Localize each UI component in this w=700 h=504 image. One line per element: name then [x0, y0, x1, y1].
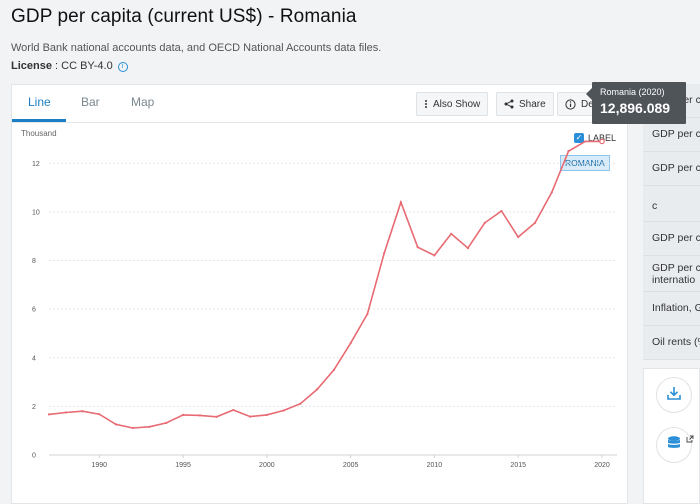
data-point	[433, 254, 436, 257]
external-link-icon	[686, 430, 694, 448]
data-point	[466, 247, 470, 250]
x-tick-label: 2000	[259, 462, 275, 469]
related-indicator-label: GDP per c	[652, 232, 700, 244]
tooltip-title: Romania (2020)	[600, 87, 665, 97]
data-point	[47, 413, 51, 416]
tooltip-value: 12,896.089	[600, 100, 671, 116]
tooltip-arrow	[586, 88, 592, 100]
data-point	[248, 415, 252, 418]
data-point	[265, 413, 268, 416]
data-point	[332, 368, 335, 372]
data-point	[215, 415, 218, 418]
data-point	[81, 410, 84, 413]
share-button[interactable]: Share	[496, 92, 554, 116]
data-point	[349, 342, 352, 345]
data-point	[114, 423, 118, 426]
y-tick-label: 0	[32, 453, 36, 460]
download-card	[643, 368, 700, 504]
related-indicator-label: Inflation, G	[652, 302, 700, 314]
tab-map[interactable]: Map	[131, 95, 155, 109]
data-point	[517, 235, 520, 239]
share-icon	[504, 99, 514, 109]
y-tick-label: 4	[32, 355, 36, 362]
y-tick-label: 10	[32, 209, 40, 216]
data-point	[416, 246, 419, 249]
related-indicator-4[interactable]: c	[643, 186, 700, 222]
related-indicator-label: GDP per c	[652, 162, 700, 174]
page-title: GDP per capita (current US$) - Romania	[11, 6, 357, 27]
line-chart[interactable]: 0 2 4 6 8 10 12 1990 1995 2000 2005 2010 2015 2020	[12, 85, 629, 504]
related-indicator-5[interactable]: GDP per c	[643, 222, 700, 256]
data-point	[316, 388, 319, 391]
data-point	[299, 402, 302, 405]
data-point	[550, 191, 553, 194]
data-point	[165, 421, 168, 425]
database-icon	[666, 435, 682, 456]
data-point	[98, 413, 101, 416]
y-tick-label: 12	[32, 161, 40, 168]
related-indicator-label: c	[652, 200, 658, 212]
license-value: : CC BY-4.0	[51, 60, 113, 72]
data-point	[500, 209, 503, 213]
data-point	[232, 408, 235, 412]
source-note: World Bank national accounts data, and O…	[11, 42, 382, 54]
y-tick-label: 6	[32, 307, 36, 314]
share-label: Share	[519, 98, 546, 110]
related-indicator-6[interactable]: GDP per c internatio	[643, 256, 700, 292]
active-tab-indicator	[12, 119, 66, 122]
related-indicator-8[interactable]: Oil rents (%	[643, 326, 700, 360]
license-line: License : CC BY-4.0 i	[11, 60, 128, 72]
data-point	[533, 221, 537, 224]
data-point	[483, 221, 486, 224]
data-point	[131, 426, 134, 430]
data-point	[383, 252, 386, 255]
related-indicator-label: GDP per c	[652, 262, 700, 274]
x-tick-label: 1995	[175, 462, 191, 469]
data-point	[584, 140, 587, 143]
download-button[interactable]	[656, 377, 692, 413]
y-axis-unit: Thousand	[21, 129, 57, 138]
x-tick-label: 2010	[427, 462, 443, 469]
download-icon	[666, 385, 682, 406]
databank-button[interactable]	[656, 427, 692, 463]
data-point	[366, 312, 369, 316]
y-tick-label: 8	[32, 258, 36, 265]
data-point	[181, 413, 185, 416]
data-point	[567, 150, 570, 153]
legend[interactable]: ✓ LABEL	[574, 133, 616, 143]
related-indicator-label-2: internatio	[652, 274, 696, 286]
x-tick-label: 2020	[594, 462, 610, 469]
data-point	[198, 414, 201, 417]
tab-divider	[12, 122, 627, 123]
data-point	[450, 232, 453, 235]
chart-tooltip: Romania (2020) 12,896.089	[586, 82, 686, 124]
x-tick-label: 2005	[343, 462, 359, 469]
chart-panel: Line Bar Map Also Show Share Details Tho…	[11, 84, 628, 504]
data-point	[399, 201, 403, 204]
y-tick-label: 2	[32, 404, 36, 411]
related-indicator-label: GDP per c	[652, 128, 700, 140]
info-circle-icon	[565, 98, 576, 110]
series-line	[48, 140, 602, 429]
dots-icon	[424, 99, 428, 109]
tab-bar[interactable]: Bar	[81, 95, 100, 109]
also-show-button[interactable]: Also Show	[416, 92, 489, 116]
license-label: License	[11, 60, 52, 72]
data-point	[148, 425, 151, 428]
legend-checkbox[interactable]: ✓	[574, 133, 584, 143]
data-point	[282, 409, 285, 412]
x-tick-label: 1990	[91, 462, 107, 469]
also-show-label: Also Show	[433, 98, 481, 110]
highlighted-point	[599, 138, 605, 145]
related-indicator-7[interactable]: Inflation, G	[643, 292, 700, 326]
info-icon[interactable]: i	[117, 62, 128, 72]
chart-tabs: Line Bar Map	[12, 85, 627, 122]
data-point	[64, 411, 67, 414]
x-tick-label: 2015	[510, 462, 526, 469]
tab-line[interactable]: Line	[28, 95, 51, 109]
legend-label: LABEL	[588, 133, 617, 143]
related-indicator-label: Oil rents (%	[652, 336, 700, 348]
related-indicator-3[interactable]: GDP per c	[643, 152, 700, 186]
